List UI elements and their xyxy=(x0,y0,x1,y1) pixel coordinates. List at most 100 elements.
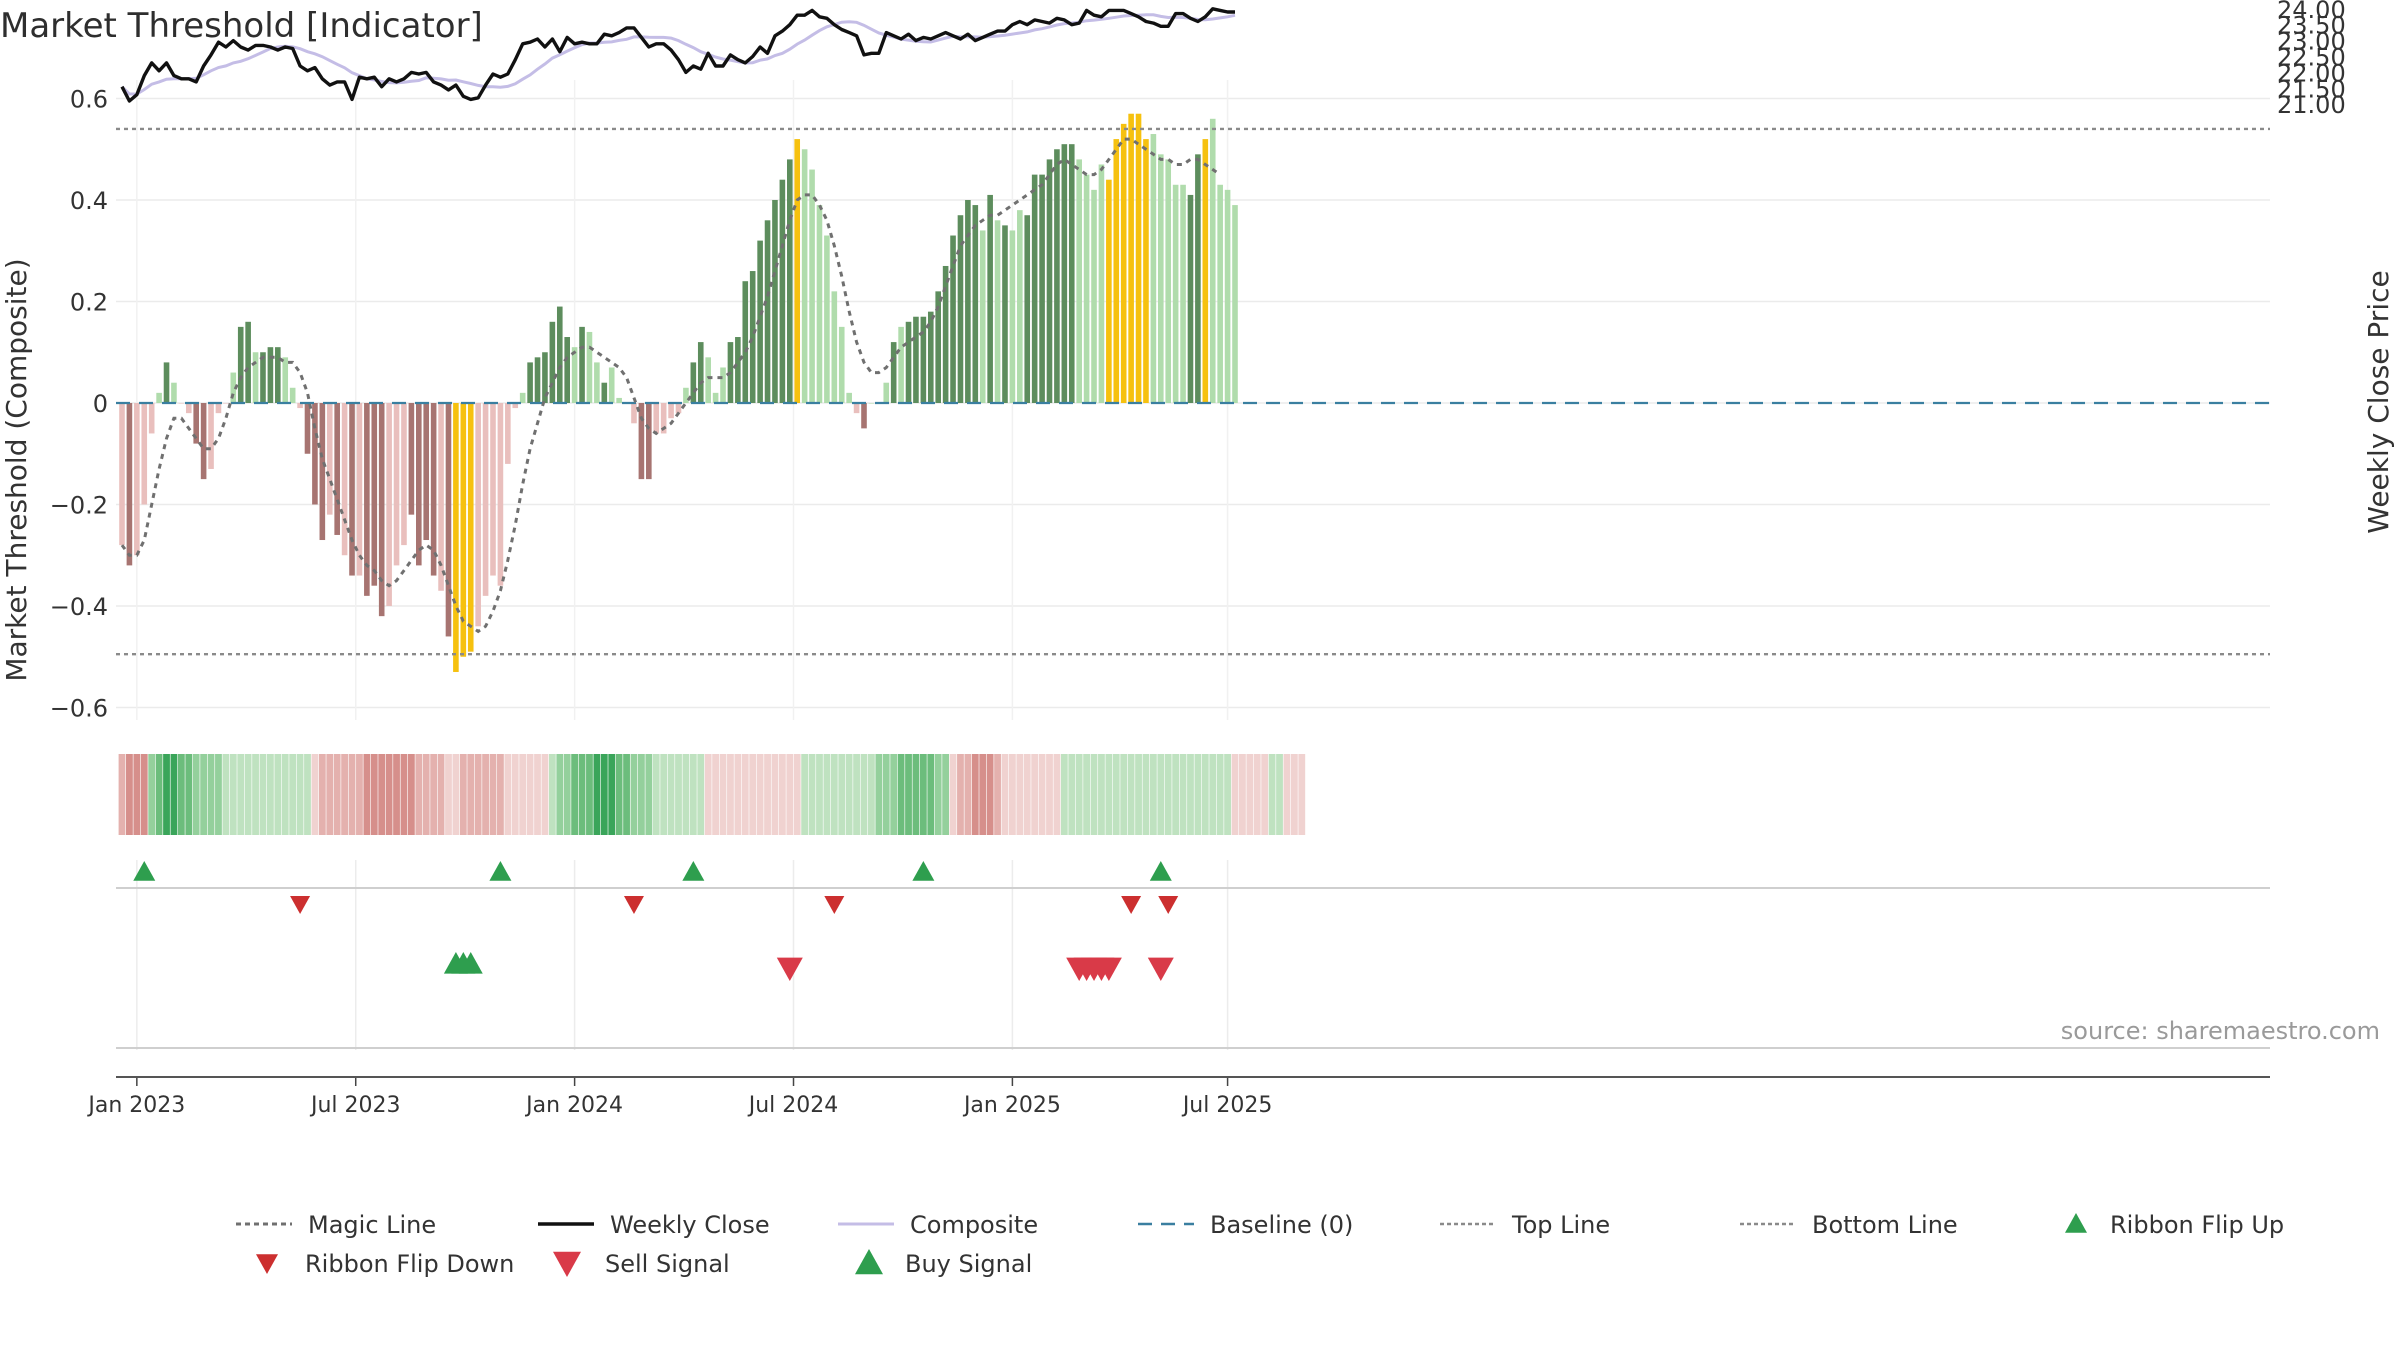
ribbon-cell xyxy=(816,754,823,835)
ribbon-cell xyxy=(118,754,126,835)
bar xyxy=(1068,144,1075,404)
bar xyxy=(868,403,875,404)
ribbon-flip-down-marker xyxy=(824,896,845,914)
bar xyxy=(594,362,600,403)
y2-tick-label: 23.50 xyxy=(2277,12,2346,40)
bar xyxy=(1143,139,1149,403)
bar xyxy=(668,403,674,419)
ribbon-cell xyxy=(1172,754,1180,835)
bar xyxy=(883,382,890,403)
ribbon-cell xyxy=(341,754,348,835)
bar xyxy=(460,403,467,657)
ribbon-cell xyxy=(897,754,905,835)
bar xyxy=(349,403,355,576)
bar xyxy=(853,403,860,414)
legend-item: Ribbon Flip Up xyxy=(2065,1211,2284,1239)
bar xyxy=(1150,134,1157,403)
bar xyxy=(720,367,726,403)
ribbon-cell xyxy=(274,754,282,835)
bar xyxy=(764,220,771,403)
bar xyxy=(816,205,823,403)
ribbon-cell xyxy=(1149,754,1157,835)
bar xyxy=(712,392,719,403)
legend-label: Buy Signal xyxy=(905,1250,1032,1278)
ribbon-cell xyxy=(971,754,979,835)
bar xyxy=(141,403,148,505)
legend-label: Composite xyxy=(910,1211,1038,1239)
bar xyxy=(267,347,274,403)
bar xyxy=(794,139,801,403)
ribbon-cell xyxy=(185,754,193,835)
y2-tick-label: 21.50 xyxy=(2277,75,2346,103)
bar xyxy=(801,149,808,403)
bar xyxy=(898,326,904,403)
bar xyxy=(297,403,303,409)
bar xyxy=(416,403,422,566)
ribbon-cell xyxy=(363,754,371,835)
bar xyxy=(134,403,140,556)
ribbon-flip-up-marker xyxy=(682,861,705,881)
ribbon-cell xyxy=(1001,754,1009,835)
bar xyxy=(163,362,170,403)
ribbon-cell xyxy=(296,754,304,835)
bar xyxy=(749,271,756,403)
ribbon-cell xyxy=(719,754,727,835)
y-tick-label: 0.6 xyxy=(70,86,108,114)
ribbon-cell xyxy=(838,754,846,835)
bar xyxy=(735,337,741,403)
bar xyxy=(326,403,333,515)
ribbon-cell xyxy=(615,754,623,835)
bar xyxy=(430,403,437,576)
ribbon-cell xyxy=(326,754,334,835)
ribbon-cell xyxy=(445,754,452,835)
bar xyxy=(779,179,786,403)
bar xyxy=(445,403,452,637)
bar xyxy=(675,403,682,414)
bar xyxy=(282,357,289,403)
bar xyxy=(1165,159,1172,403)
ribbon-cell xyxy=(764,754,771,835)
bar xyxy=(438,403,444,591)
ribbon-cell xyxy=(1290,754,1298,835)
ribbon-cell xyxy=(1179,754,1187,835)
bar xyxy=(467,403,474,652)
ribbon-cell xyxy=(1060,754,1068,835)
ribbon-flip-up-marker xyxy=(133,861,156,881)
bar xyxy=(378,403,385,617)
ribbon-cell xyxy=(756,754,764,835)
bar xyxy=(275,347,281,403)
legend-swatch xyxy=(256,1254,278,1274)
ribbon-cell xyxy=(1164,754,1172,835)
y2-tick-label: 21.00 xyxy=(2277,91,2346,119)
bar xyxy=(1046,159,1053,403)
ribbon-cell xyxy=(1261,754,1269,835)
ribbon-cell xyxy=(385,754,393,835)
ribbon-cell xyxy=(808,754,816,835)
ribbon-cell xyxy=(1127,754,1135,835)
bar xyxy=(1039,174,1045,403)
ribbon-cell xyxy=(682,754,690,835)
ribbon-cell xyxy=(318,754,326,835)
y-tick-label: −0.4 xyxy=(50,593,108,621)
ribbon-cell xyxy=(1201,754,1209,835)
ribbon-cell xyxy=(860,754,868,835)
bar xyxy=(334,403,340,535)
legend-item: Top Line xyxy=(1440,1211,1610,1239)
bar xyxy=(245,321,251,403)
ribbon-cell xyxy=(697,754,705,835)
ribbon-cell xyxy=(370,754,378,835)
bar xyxy=(312,403,318,505)
legend-item: Ribbon Flip Down xyxy=(256,1250,514,1278)
ribbon-cell xyxy=(563,754,571,835)
ribbon-cell xyxy=(1224,754,1231,835)
ribbon-cell xyxy=(994,754,1001,835)
ribbon-cell xyxy=(497,754,504,835)
bar xyxy=(608,367,615,403)
ribbon-cell xyxy=(415,754,423,835)
ribbon-cell xyxy=(229,754,237,835)
ribbon-cell xyxy=(1283,754,1291,835)
bar xyxy=(1098,164,1105,403)
bar xyxy=(371,403,378,586)
ribbon-cell xyxy=(148,754,156,835)
